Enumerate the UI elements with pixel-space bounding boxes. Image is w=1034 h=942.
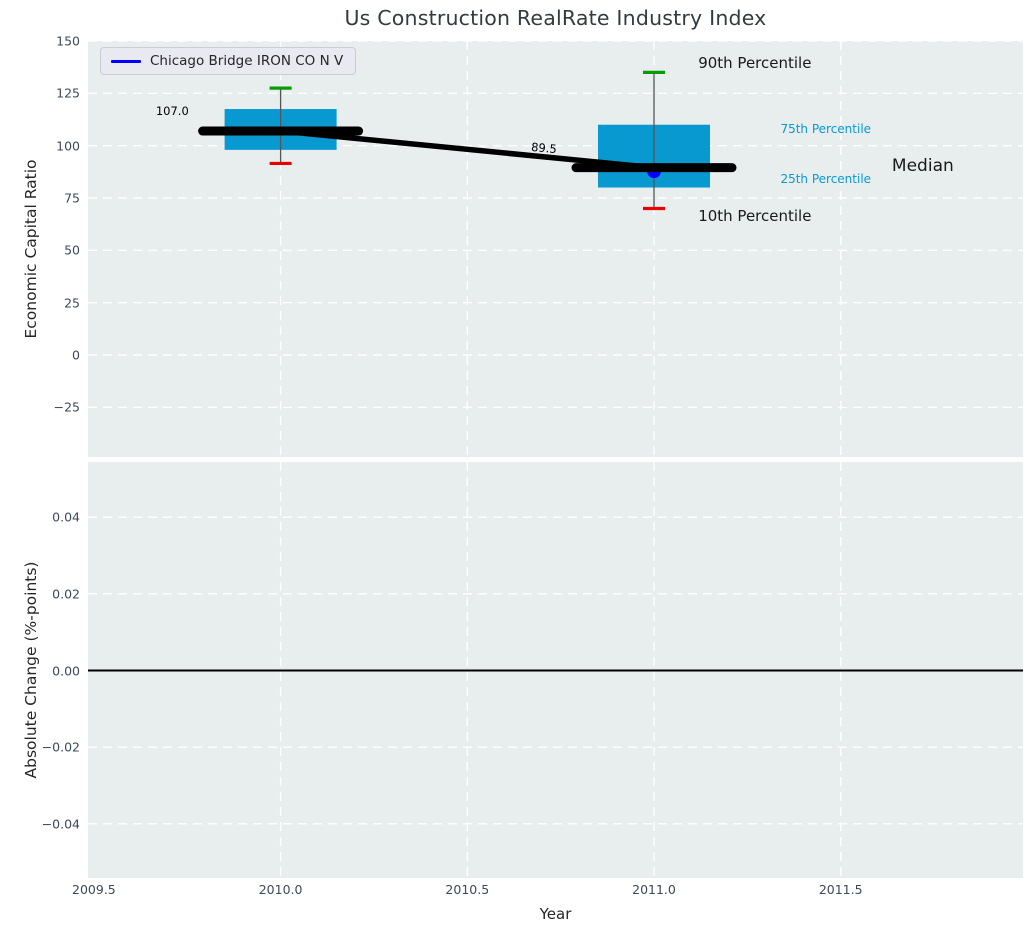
x-tick: 2009.5 xyxy=(72,882,116,897)
legend-label: Chicago Bridge IRON CO N V xyxy=(150,53,344,69)
chart-title: Us Construction RealRate Industry Index xyxy=(344,6,767,30)
top-y-tick: 25 xyxy=(64,295,80,311)
top-y-axis-label: Economic Capital Ratio xyxy=(22,159,40,339)
top-y-tick: 150 xyxy=(56,33,80,49)
top-y-tick: 0 xyxy=(72,347,80,363)
top-y-tick: 125 xyxy=(56,85,80,101)
annotation-107-0: 107.0 xyxy=(155,104,189,119)
annotation-10th-percentile: 10th Percentile xyxy=(698,206,812,225)
bottom-y-tick: −0.04 xyxy=(41,816,80,832)
annotation-median: Median xyxy=(891,155,954,176)
x-tick: 2011.0 xyxy=(632,882,676,897)
x-tick: 2011.5 xyxy=(818,882,863,897)
bottom-y-tick: 0.04 xyxy=(52,509,80,525)
top-y-tick: −25 xyxy=(53,399,80,415)
x-tick: 2010.5 xyxy=(445,882,490,897)
bottom-y-axis-label: Absolute Change (%-points) xyxy=(22,561,40,779)
legend-line-sample xyxy=(111,59,141,63)
x-axis-label: Year xyxy=(539,905,572,923)
top-y-tick: 75 xyxy=(64,190,80,206)
x-tick: 2010.0 xyxy=(258,882,303,897)
median-trend-line xyxy=(277,128,657,171)
annotation-89-5: 89.5 xyxy=(530,139,558,156)
bottom-y-tick: −0.02 xyxy=(41,739,80,755)
bottom-y-tick: 0.02 xyxy=(52,586,80,602)
annotation-90th-percentile: 90th Percentile xyxy=(698,53,812,72)
bottom-y-tick: 0.00 xyxy=(52,663,80,678)
top-y-tick: 100 xyxy=(56,138,80,154)
legend: Chicago Bridge IRON CO N V xyxy=(100,47,357,75)
top-y-tick: 50 xyxy=(64,242,80,258)
annotation-75th-percentile: 75th Percentile xyxy=(780,121,872,136)
annotation-25th-percentile: 25th Percentile xyxy=(780,172,872,187)
